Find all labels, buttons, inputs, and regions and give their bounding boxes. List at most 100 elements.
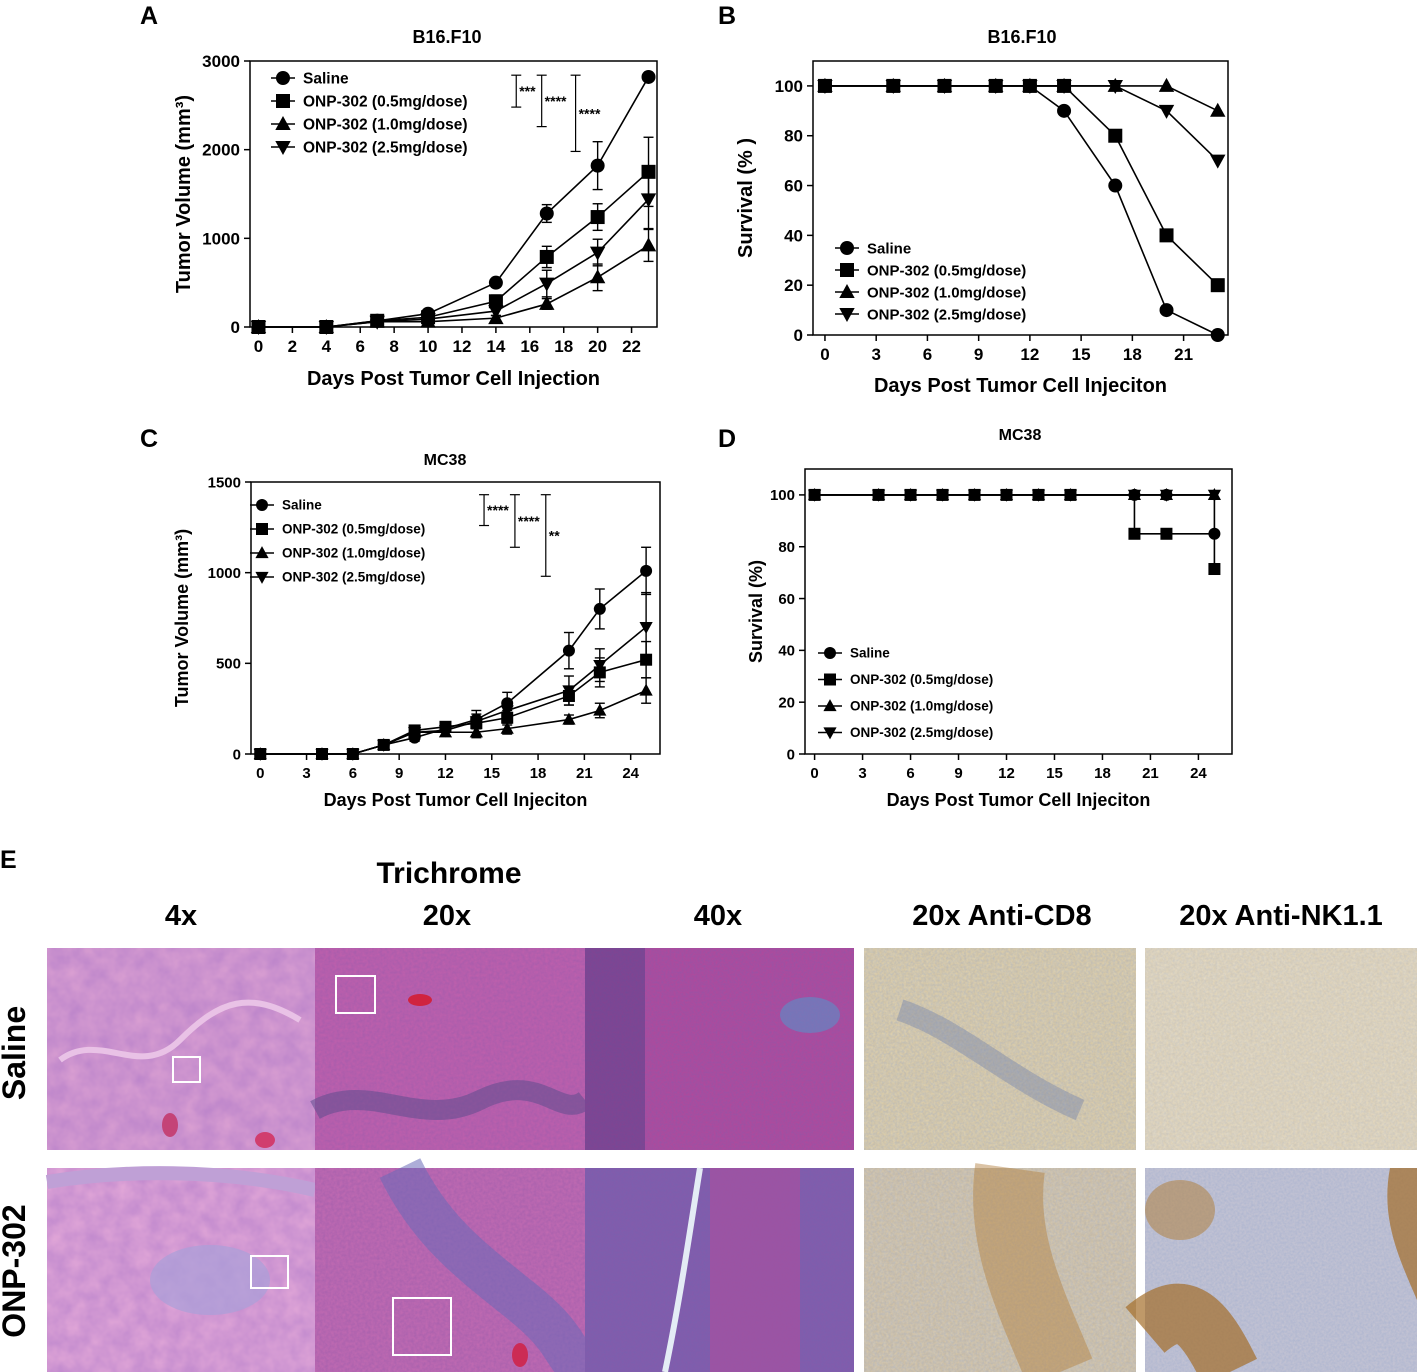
- histology-column-cd8: 20x Anti-CD8: [912, 900, 1091, 932]
- legend-label-a-1: ONP-302 (0.5mg/dose): [303, 93, 468, 110]
- data-point-b-3: [817, 79, 833, 94]
- y-tick-label-c: 1000: [208, 565, 241, 582]
- data-point-d-1: [1208, 563, 1221, 576]
- x-tick-label-d: 9: [954, 765, 962, 782]
- series-d-0: [808, 488, 1221, 540]
- y-tick-label-a: 1000: [202, 229, 240, 248]
- x-tick-label-c: 6: [349, 765, 357, 782]
- data-point-b-1: [1210, 278, 1225, 293]
- data-point-d-3: [1063, 489, 1078, 502]
- y-axis-label-d: Survival (%): [746, 560, 766, 663]
- series-c-3: [253, 591, 653, 761]
- series-b-3: [817, 79, 1226, 169]
- histology-column-40x: 40x: [694, 900, 742, 932]
- data-point-b-2: [1158, 77, 1175, 92]
- series-line-b-3: [824, 85, 1219, 162]
- series-line-a-1: [258, 171, 650, 328]
- data-point-a-3: [589, 246, 606, 261]
- x-tick-label-d: 0: [810, 765, 818, 782]
- micrograph-onp302-40x: [585, 1167, 854, 1372]
- data-point-c-3: [469, 716, 483, 729]
- chart-b: B16.F10 0 20 40 60 80 100 0 3 6 9 12 15 18 21 Days Post…: [735, 27, 1229, 397]
- y-tick-label-c: 0: [233, 746, 241, 763]
- legend-label-c-3: ONP-302 (2.5mg/dose): [282, 570, 425, 585]
- y-tick-label-d: 60: [778, 591, 795, 608]
- y-tick-label-a: 2000: [202, 141, 240, 160]
- data-point-c-0: [562, 644, 575, 657]
- x-tick-label-b: 15: [1072, 345, 1091, 364]
- micrograph-saline-40x: [585, 948, 854, 1150]
- data-point-b-0: [1057, 103, 1072, 118]
- x-tick-label-c: 18: [530, 765, 547, 782]
- x-tick-label-a: 12: [453, 337, 472, 356]
- series-d-1: [808, 488, 1221, 576]
- histology-column-nk: 20x Anti-NK1.1: [1179, 900, 1383, 932]
- legend-label-b-0: Saline: [867, 240, 911, 257]
- y-tick-label-a: 0: [231, 318, 240, 337]
- series-line-c-2: [260, 689, 647, 755]
- data-point-c-2: [639, 683, 653, 696]
- legend-marker-b-0: [840, 241, 854, 255]
- x-tick-label-a: 18: [554, 337, 573, 356]
- x-tick-label-a: 0: [254, 337, 263, 356]
- panel-letter-b: B: [718, 2, 736, 30]
- x-axis-label-a: Days Post Tumor Cell Injection: [307, 368, 600, 390]
- x-tick-label-c: 15: [483, 765, 500, 782]
- legend-label-d-2: ONP-302 (1.0mg/dose): [850, 699, 993, 714]
- legend-marker-c-0: [256, 499, 268, 511]
- data-point-b-0: [1108, 178, 1123, 193]
- significance-label-a: ***: [519, 83, 536, 99]
- chart-a: B16.F10 0 1000 2000 3000 0 2 4 6 8 10 12 14 16 18 20 22 D…: [173, 27, 658, 390]
- series-a-2: [250, 228, 657, 333]
- panel-letter-a: A: [140, 2, 158, 30]
- x-tick-label-a: 16: [520, 337, 539, 356]
- micrograph-saline-nk: [1145, 948, 1417, 1150]
- legend-label-d-0: Saline: [850, 646, 890, 661]
- y-tick-label-b: 0: [794, 326, 803, 345]
- data-point-d-3: [1207, 489, 1222, 502]
- legend-marker-d-2: [823, 699, 837, 712]
- legend-label-a-2: ONP-302 (1.0mg/dose): [303, 116, 468, 133]
- x-tick-label-b: 18: [1123, 345, 1142, 364]
- chart-title-a: B16.F10: [412, 27, 481, 47]
- data-point-a-3: [318, 321, 335, 336]
- data-point-b-1: [1159, 228, 1174, 243]
- x-tick-label-a: 10: [419, 337, 438, 356]
- micrograph-onp302-4x: [45, 1166, 317, 1372]
- legend-marker-a-0: [276, 71, 290, 85]
- micrograph-onp302-20x: [315, 1157, 601, 1372]
- x-tick-label-d: 18: [1094, 765, 1111, 782]
- data-point-b-3: [1022, 79, 1038, 94]
- y-tick-label-d: 20: [778, 694, 795, 711]
- y-tick-label-d: 100: [770, 487, 795, 504]
- x-tick-label-d: 6: [906, 765, 914, 782]
- legend-label-a-3: ONP-302 (2.5mg/dose): [303, 139, 468, 156]
- legend-marker-a-3: [275, 141, 291, 156]
- x-tick-label-a: 20: [588, 337, 607, 356]
- data-point-c-3: [562, 685, 576, 698]
- y-tick-label-b: 80: [784, 127, 803, 146]
- histology-column-4x: 4x: [165, 900, 197, 932]
- y-axis-label-a: Tumor Volume (mm³): [173, 95, 195, 293]
- data-point-a-0: [488, 275, 503, 290]
- data-point-c-0: [593, 602, 606, 615]
- data-point-b-3: [1158, 104, 1175, 119]
- data-point-c-3: [253, 748, 267, 761]
- significance-label-c: ****: [518, 513, 540, 529]
- series-line-d-1: [814, 494, 1216, 570]
- data-point-c-3: [315, 748, 329, 761]
- legend-label-a-0: Saline: [303, 70, 349, 87]
- legend-marker-a-1: [276, 94, 290, 108]
- micrograph-saline-20x: [310, 948, 592, 1150]
- significance-label-a: ****: [579, 105, 601, 121]
- x-tick-label-a: 8: [389, 337, 398, 356]
- y-axis-label-c: Tumor Volume (mm³): [172, 529, 192, 707]
- data-point-b-3: [936, 79, 953, 94]
- histology-group-label: Trichrome: [376, 857, 521, 890]
- micrograph-onp302-nk: [1125, 1168, 1417, 1372]
- data-point-a-3: [539, 277, 555, 292]
- data-point-c-3: [377, 739, 391, 752]
- plot-frame-a: [249, 60, 658, 328]
- data-point-b-2: [1210, 102, 1226, 117]
